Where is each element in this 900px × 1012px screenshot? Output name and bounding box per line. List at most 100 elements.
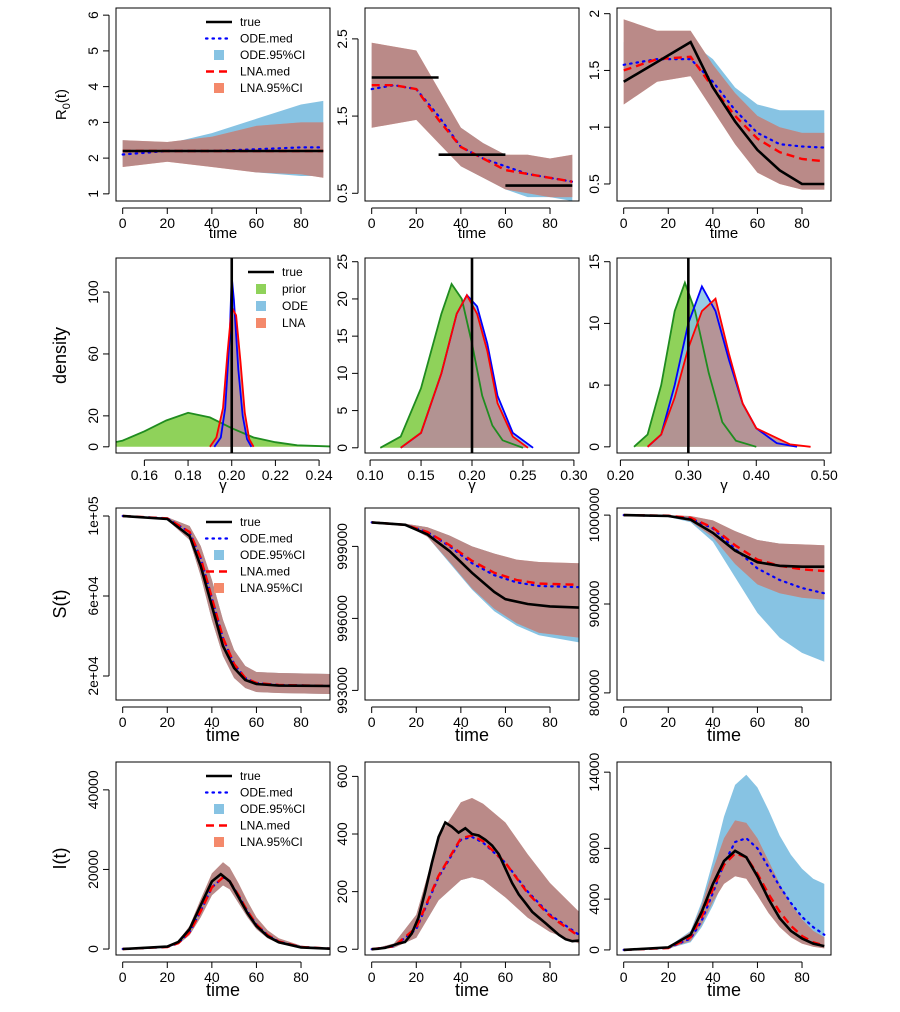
plot-area <box>622 513 826 662</box>
y-tick-label: 1e+05 <box>85 496 101 536</box>
x-tick-label: 40 <box>705 969 721 985</box>
y-title-part: R <box>53 109 70 120</box>
x-axis-title: γ <box>720 477 728 494</box>
x-tick-label: 60 <box>249 969 265 985</box>
ci-overlap-band <box>623 820 825 950</box>
x-tick-label: 0 <box>119 969 127 985</box>
x-tick-label: 40 <box>453 714 469 730</box>
y-tick-label: 1.5 <box>334 106 350 126</box>
panel-s-c: 0 20 40 60 80 time 800000 900000 1000000 <box>586 488 832 745</box>
panel-r0-b: 0 20 40 60 80 time 0.5 1.5 2.5 <box>334 7 580 242</box>
lna-95ci-band <box>122 516 330 694</box>
ci-overlap-band <box>623 515 825 600</box>
x-tick-label: 0.22 <box>262 467 289 483</box>
legend-label: true <box>282 265 303 279</box>
y-tick-label: 2 <box>586 10 602 18</box>
panel-i-c: 0 20 40 60 80 time 0 4000 8000 14000 <box>586 752 832 1000</box>
panel-s-b: 0 20 40 60 80 time 993000 996000 999000 <box>334 507 580 745</box>
plot-frame <box>364 7 580 202</box>
y-tick-label: 15 <box>586 254 602 270</box>
x-tick-label: 80 <box>293 969 309 985</box>
panel-i-a: 0 20 40 60 80 time 0 20000 40000 I(t) true ODE.med O… <box>50 761 331 1000</box>
y-tick-label: 4000 <box>586 883 602 914</box>
plot-area <box>121 514 330 694</box>
legend-label: LNA.med <box>240 65 290 79</box>
prior-density-line <box>116 411 330 448</box>
plot-area <box>116 258 330 453</box>
x-axis-title: time <box>707 980 741 1000</box>
panel-i-b: 0 20 40 60 80 time 0 200 400 600 <box>334 761 580 1000</box>
plot-frame <box>364 507 580 701</box>
legend: true ODE.med ODE.95%CI LNA.med LNA.95%CI <box>204 15 305 95</box>
x-tick-label: 0.20 <box>458 467 485 483</box>
legend-label: ODE.95%CI <box>240 548 305 562</box>
lna-median-line <box>122 875 330 951</box>
y-tick-label: 1 <box>85 190 101 198</box>
x-tick-label: 0.30 <box>675 467 702 483</box>
x-tick-label: 20 <box>159 215 175 231</box>
x-tick-label: 0.20 <box>218 467 245 483</box>
x-axis-title: time <box>458 225 486 242</box>
x-tick-label: 80 <box>794 969 810 985</box>
legend-label: true <box>240 769 261 783</box>
y-tick-label: 6 <box>85 11 101 19</box>
y-tick-label: 1 <box>586 123 602 131</box>
legend-key-swatch <box>256 301 266 311</box>
plot-area <box>622 774 826 952</box>
x-axis-title: time <box>206 980 240 1000</box>
plot-area <box>370 42 574 201</box>
y-tick-label: 0 <box>586 946 602 954</box>
legend-label: ODE.med <box>240 532 293 546</box>
panel-gamma-a: 0.16 0.18 0.20 0.22 0.24 γ 0 20 60 100 density true… <box>50 257 333 494</box>
y-tick-label: 800000 <box>586 669 602 716</box>
legend-key-swatch <box>214 583 224 593</box>
x-tick-label: 20 <box>408 969 424 985</box>
legend-label: true <box>240 515 261 529</box>
x-tick-label: 0.15 <box>407 467 434 483</box>
legend-key-swatch <box>214 83 224 93</box>
y-tick-label: 10 <box>586 315 602 331</box>
plot-frame <box>364 761 580 956</box>
legend-label: true <box>240 15 261 29</box>
x-tick-label: 60 <box>498 215 514 231</box>
x-tick-label: 40 <box>705 714 721 730</box>
y-tick-label: 8000 <box>586 833 602 864</box>
lna-density-area <box>400 295 528 448</box>
x-tick-label: 20 <box>408 215 424 231</box>
y-tick-label: 20000 <box>85 850 101 889</box>
y-axis-title: density <box>50 327 70 384</box>
x-tick-label: 80 <box>293 215 309 231</box>
plot-frame <box>616 761 832 956</box>
plot-area <box>121 862 330 951</box>
true-line <box>371 76 573 187</box>
y-tick-label: 0 <box>586 443 602 451</box>
x-tick-label: 0.40 <box>743 467 770 483</box>
x-tick-label: 40 <box>453 969 469 985</box>
legend-label: LNA.95%CI <box>240 81 303 95</box>
x-tick-label: 0 <box>620 714 628 730</box>
legend-label: LNA.95%CI <box>240 835 303 849</box>
y-tick-label: 3 <box>85 118 101 126</box>
x-tick-label: 80 <box>794 215 810 231</box>
plot-frame <box>115 761 331 956</box>
plot-frame <box>115 257 331 454</box>
y-tick-label: 400 <box>334 822 350 846</box>
legend-label: ODE <box>282 299 308 313</box>
panel-r0-c: 0 20 40 60 80 time 0.5 1 1.5 2 <box>586 7 832 242</box>
x-tick-label: 20 <box>660 215 676 231</box>
x-tick-label: 0.18 <box>174 467 201 483</box>
plot-frame <box>616 257 832 454</box>
ci-overlap-band <box>371 522 579 638</box>
x-tick-label: 60 <box>249 714 265 730</box>
y-tick-label: 0.5 <box>586 174 602 194</box>
x-axis-title: time <box>455 980 489 1000</box>
x-tick-label: 0 <box>620 969 628 985</box>
legend-label: LNA <box>282 316 305 330</box>
x-tick-label: 60 <box>498 969 514 985</box>
legend-label: ODE.med <box>240 786 293 800</box>
plot-frame <box>115 507 331 701</box>
lna-density-line <box>209 304 255 448</box>
x-tick-label: 0 <box>368 969 376 985</box>
y-tick-label: 100 <box>85 280 101 304</box>
ci-overlap-band <box>122 516 330 694</box>
